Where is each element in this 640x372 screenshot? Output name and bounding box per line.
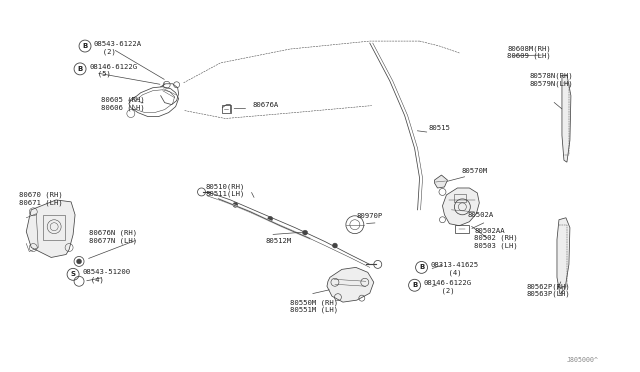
Text: 80512M: 80512M xyxy=(265,238,291,244)
Text: 80605 (RH)
80606 (LH): 80605 (RH) 80606 (LH) xyxy=(101,97,145,111)
Text: 08146-6122G
  (5): 08146-6122G (5) xyxy=(89,64,137,77)
Text: 80670 (RH)
80671 (LH): 80670 (RH) 80671 (LH) xyxy=(19,192,63,206)
Polygon shape xyxy=(557,218,570,294)
Text: 80502A: 80502A xyxy=(467,212,493,218)
Text: B: B xyxy=(419,264,424,270)
Circle shape xyxy=(233,202,238,207)
Text: 08543-6122A
  (2): 08543-6122A (2) xyxy=(94,41,142,55)
Bar xyxy=(223,105,232,113)
Text: 08313-41625
    (4): 08313-41625 (4) xyxy=(431,262,479,276)
Text: 80562P(RH)
80563P(LH): 80562P(RH) 80563P(LH) xyxy=(526,283,570,297)
Text: J805000^: J805000^ xyxy=(567,357,599,363)
Text: 80510(RH)
80511(LH): 80510(RH) 80511(LH) xyxy=(205,183,245,197)
Bar xyxy=(454,194,467,202)
Text: S: S xyxy=(70,271,76,278)
Polygon shape xyxy=(562,75,571,162)
Circle shape xyxy=(332,243,337,248)
Text: 80502AA
80502 (RH)
80503 (LH): 80502AA 80502 (RH) 80503 (LH) xyxy=(474,228,518,249)
Text: 80550M (RH)
80551M (LH): 80550M (RH) 80551M (LH) xyxy=(290,299,339,313)
Polygon shape xyxy=(327,267,374,302)
Circle shape xyxy=(268,216,273,221)
Bar xyxy=(44,215,65,240)
Text: 80970P: 80970P xyxy=(357,213,383,219)
Text: 08146-6122G
    (2): 08146-6122G (2) xyxy=(424,280,472,294)
Circle shape xyxy=(77,259,81,264)
Circle shape xyxy=(303,230,308,235)
Polygon shape xyxy=(435,175,447,188)
Text: 80570M: 80570M xyxy=(461,168,488,174)
Text: B: B xyxy=(412,282,417,288)
Polygon shape xyxy=(442,188,479,226)
Text: B: B xyxy=(83,43,88,49)
Text: 80515: 80515 xyxy=(429,125,451,131)
Text: 80676A: 80676A xyxy=(252,102,278,108)
Text: B: B xyxy=(77,66,83,72)
Text: 80578N(RH)
80579N(LH): 80578N(RH) 80579N(LH) xyxy=(529,73,573,87)
Polygon shape xyxy=(26,200,75,257)
Text: 80676N (RH)
80677N (LH): 80676N (RH) 80677N (LH) xyxy=(89,230,137,244)
Text: 80608M(RH)
80609 (LH): 80608M(RH) 80609 (LH) xyxy=(507,45,551,59)
Text: 08543-51200
  (4): 08543-51200 (4) xyxy=(82,269,130,283)
Bar xyxy=(456,225,469,232)
